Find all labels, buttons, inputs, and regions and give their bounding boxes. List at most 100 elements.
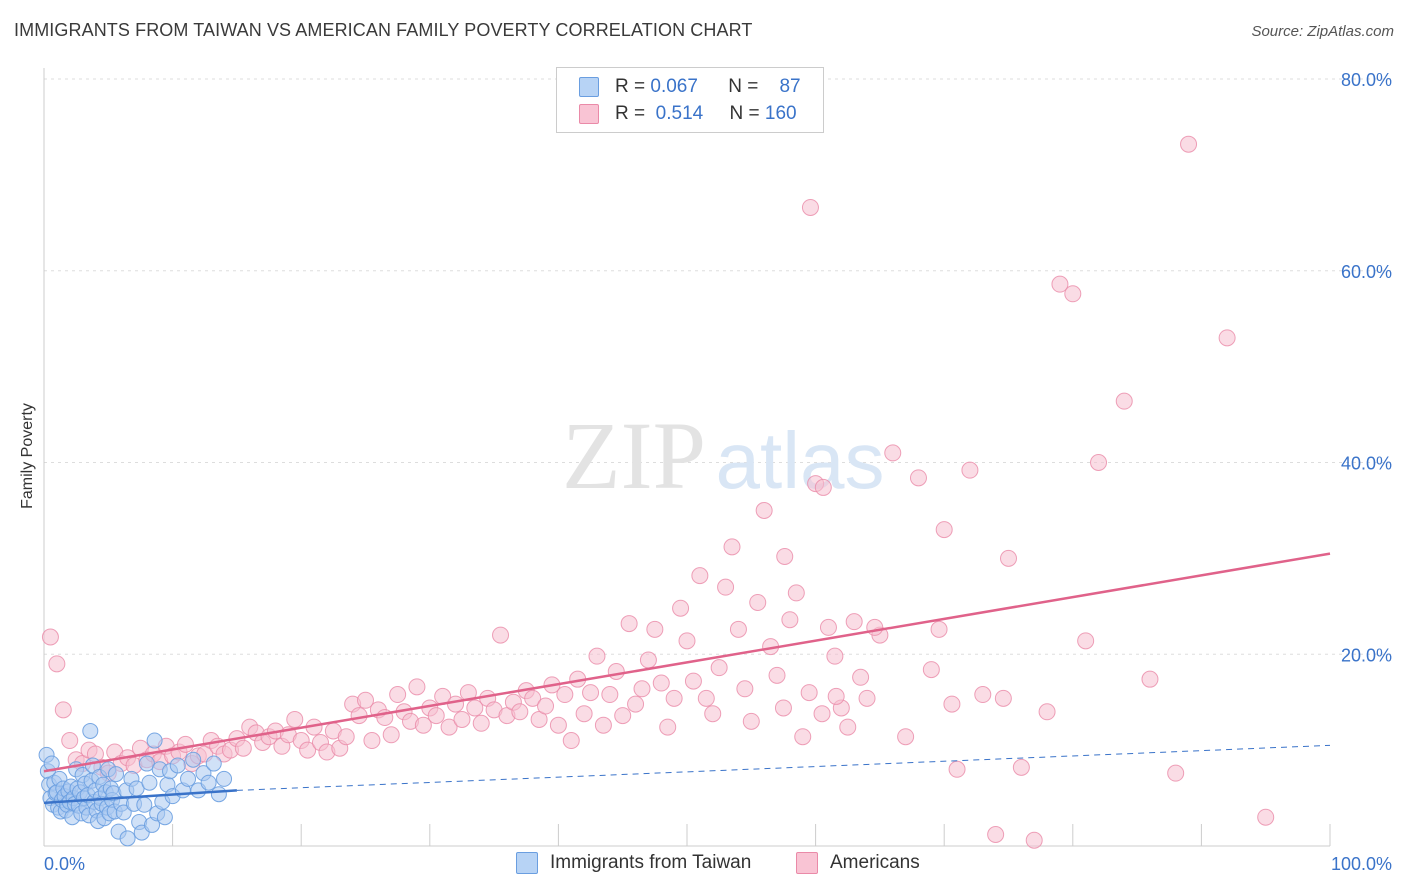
americans-point xyxy=(524,689,542,707)
legend-swatch-taiwan xyxy=(579,77,599,97)
americans-point xyxy=(582,684,600,702)
americans-point xyxy=(562,732,580,750)
americans-point xyxy=(768,666,786,684)
americans-point xyxy=(614,707,632,725)
americans-point xyxy=(607,663,625,681)
americans-point xyxy=(776,547,794,565)
taiwan-point xyxy=(205,755,222,772)
legend-n-value: 87 xyxy=(779,76,801,97)
americans-point xyxy=(755,501,773,519)
taiwan-point xyxy=(156,809,173,826)
americans-point xyxy=(729,620,747,638)
americans-point xyxy=(794,728,812,746)
americans-point xyxy=(884,444,902,462)
bottom-legend-label-americans: Americans xyxy=(830,852,920,873)
americans-point xyxy=(930,620,948,638)
americans-trend-line xyxy=(43,552,1331,773)
americans-point xyxy=(299,741,317,759)
americans-point xyxy=(176,735,194,753)
americans-point xyxy=(1025,831,1043,849)
americans-point xyxy=(1141,670,1159,688)
americans-point xyxy=(472,714,490,732)
americans-point xyxy=(1218,329,1236,347)
americans-point xyxy=(588,647,606,665)
americans-point xyxy=(781,611,799,629)
x-tick-labels: 0.0% 100.0% xyxy=(44,854,1392,874)
trend-lines xyxy=(43,552,1331,805)
bottom-legend-swatch-taiwan xyxy=(516,852,538,874)
americans-point xyxy=(994,689,1012,707)
taiwan-point xyxy=(185,751,202,768)
americans-point xyxy=(827,687,845,705)
americans-point xyxy=(736,680,754,698)
americans-point xyxy=(774,699,792,717)
americans-point xyxy=(549,716,567,734)
americans-point xyxy=(742,712,760,730)
y-tick-label: 20.0% xyxy=(1341,645,1392,665)
americans-point xyxy=(440,718,458,736)
taiwan-point xyxy=(136,796,153,813)
watermark-zip: ZIP xyxy=(562,402,706,509)
americans-point xyxy=(1051,275,1069,293)
americans-point xyxy=(646,620,664,638)
americans-point xyxy=(639,651,657,669)
taiwan-points xyxy=(38,722,233,847)
americans-point xyxy=(1064,285,1082,303)
americans-point xyxy=(800,684,818,702)
americans-point xyxy=(909,469,927,487)
americans-point xyxy=(1077,632,1095,650)
americans-point xyxy=(1167,764,1185,782)
legend-swatch-americans xyxy=(579,104,599,124)
taiwan-trend-line xyxy=(43,789,237,805)
bottom-legend-americans: Americans xyxy=(796,852,920,874)
americans-point xyxy=(749,593,767,611)
americans-point xyxy=(691,567,709,585)
americans-point xyxy=(935,521,953,539)
americans-point xyxy=(61,732,79,750)
americans-point xyxy=(845,613,863,631)
americans-point xyxy=(54,701,72,719)
americans-point xyxy=(627,695,645,713)
taiwan-point xyxy=(210,786,227,803)
taiwan-point xyxy=(115,804,132,821)
americans-point xyxy=(1012,758,1030,776)
americans-point xyxy=(659,718,677,736)
americans-point xyxy=(948,760,966,778)
americans-point xyxy=(852,668,870,686)
legend-r-value: 0.067 xyxy=(650,76,698,97)
taiwan-point xyxy=(169,757,186,774)
stats-legend: R = 0.067 N = 87 R = 0.514 N = 160 xyxy=(556,67,824,133)
y-tick-labels: 20.0% 40.0% 60.0% 80.0% xyxy=(1341,70,1392,665)
americans-point xyxy=(839,718,857,736)
americans-point xyxy=(819,618,837,636)
americans-point xyxy=(408,678,426,696)
taiwan-point xyxy=(180,770,197,787)
watermark: ZIP atlas xyxy=(562,402,884,509)
americans-point xyxy=(337,728,355,746)
americans-point xyxy=(1257,808,1275,826)
legend-r-value: 0.514 xyxy=(655,103,704,124)
americans-point xyxy=(537,697,555,715)
chart-title: IMMIGRANTS FROM TAIWAN VS AMERICAN FAMIL… xyxy=(14,20,753,40)
americans-point xyxy=(717,578,735,596)
americans-point xyxy=(866,618,884,636)
americans-point xyxy=(858,689,876,707)
americans-point xyxy=(684,672,702,690)
americans-point xyxy=(41,628,59,646)
watermark-atlas: atlas xyxy=(716,416,885,505)
americans-point xyxy=(511,703,529,721)
americans-point xyxy=(363,732,381,750)
taiwan-point xyxy=(216,770,233,787)
taiwan-point xyxy=(82,722,99,739)
americans-point xyxy=(447,695,465,713)
americans-point xyxy=(704,705,722,723)
americans-point xyxy=(922,661,940,679)
gridlines xyxy=(44,78,1392,655)
americans-point xyxy=(492,626,510,644)
legend-n-value: 160 xyxy=(764,103,797,124)
americans-point xyxy=(826,647,844,665)
americans-point xyxy=(357,691,374,709)
americans-point xyxy=(453,710,471,728)
legend-r-label: R = xyxy=(615,103,646,124)
americans-point xyxy=(350,707,368,725)
